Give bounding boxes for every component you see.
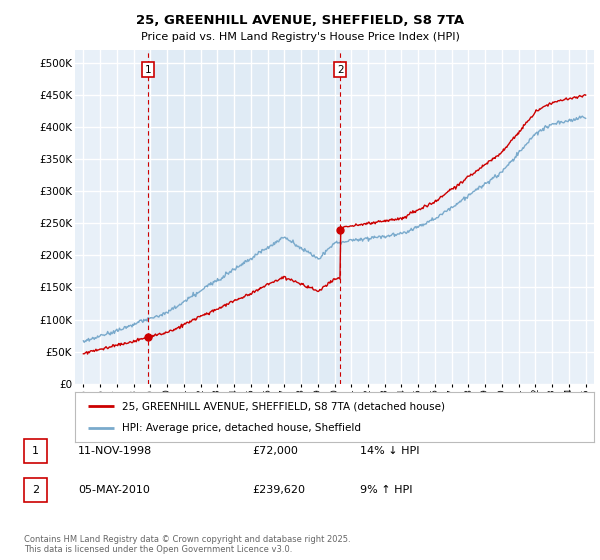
Text: 1: 1 bbox=[32, 446, 39, 456]
Text: Price paid vs. HM Land Registry's House Price Index (HPI): Price paid vs. HM Land Registry's House … bbox=[140, 32, 460, 42]
Text: HPI: Average price, detached house, Sheffield: HPI: Average price, detached house, Shef… bbox=[122, 423, 361, 433]
Text: Contains HM Land Registry data © Crown copyright and database right 2025.
This d: Contains HM Land Registry data © Crown c… bbox=[24, 535, 350, 554]
Text: 05-MAY-2010: 05-MAY-2010 bbox=[78, 485, 150, 495]
Text: £72,000: £72,000 bbox=[252, 446, 298, 456]
Text: 25, GREENHILL AVENUE, SHEFFIELD, S8 7TA (detached house): 25, GREENHILL AVENUE, SHEFFIELD, S8 7TA … bbox=[122, 401, 445, 411]
Text: 2: 2 bbox=[32, 485, 39, 495]
Text: 1: 1 bbox=[145, 64, 151, 74]
Text: 25, GREENHILL AVENUE, SHEFFIELD, S8 7TA: 25, GREENHILL AVENUE, SHEFFIELD, S8 7TA bbox=[136, 14, 464, 27]
Text: 14% ↓ HPI: 14% ↓ HPI bbox=[360, 446, 419, 456]
Text: 11-NOV-1998: 11-NOV-1998 bbox=[78, 446, 152, 456]
Text: £239,620: £239,620 bbox=[252, 485, 305, 495]
Bar bbox=[148, 50, 340, 384]
Text: 2: 2 bbox=[337, 64, 344, 74]
Text: 9% ↑ HPI: 9% ↑ HPI bbox=[360, 485, 413, 495]
